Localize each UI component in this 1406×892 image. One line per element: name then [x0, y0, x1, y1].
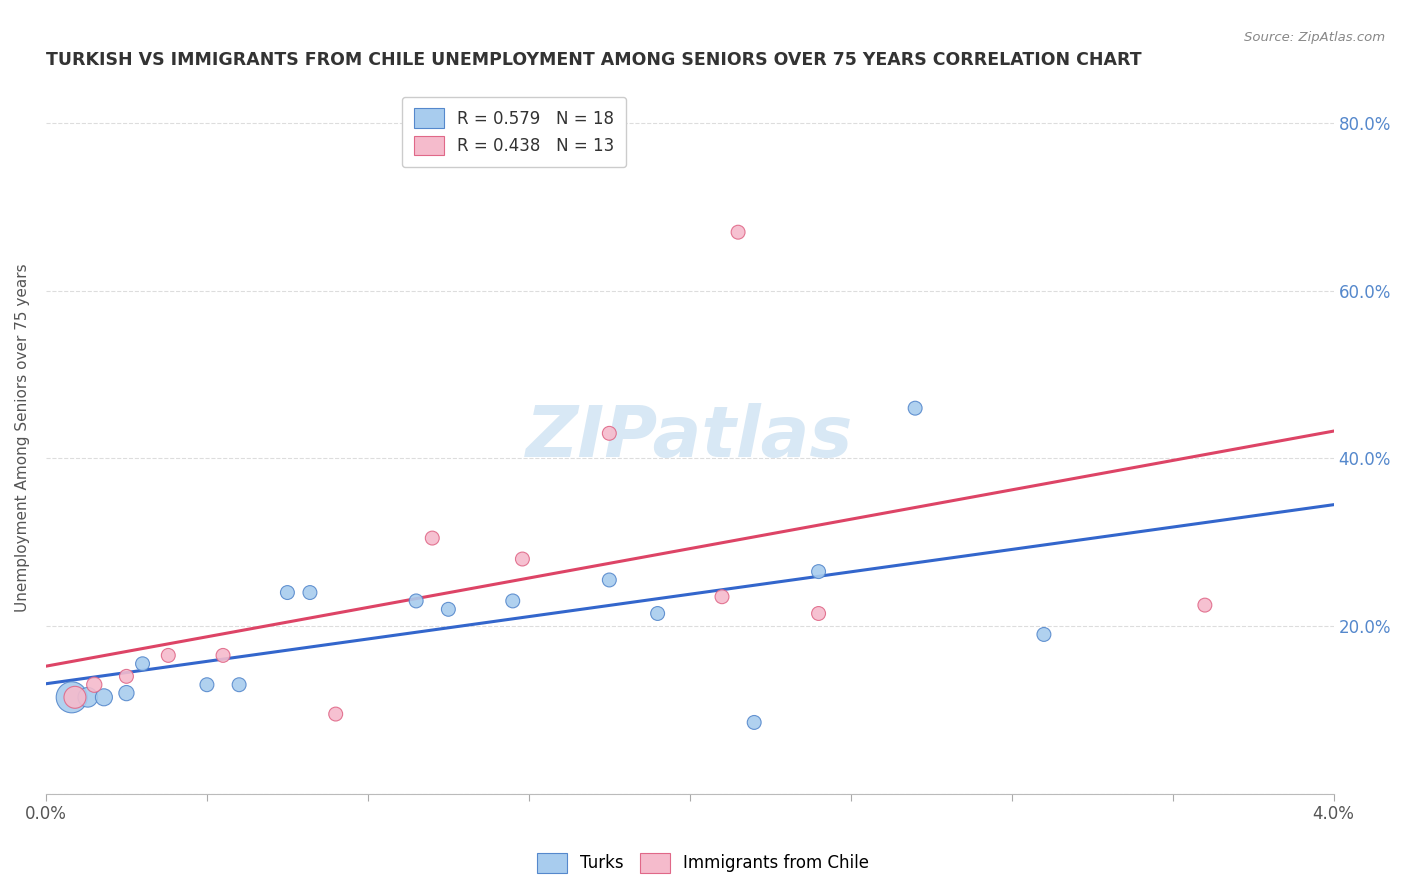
Point — [742, 715, 765, 730]
Point — [807, 565, 830, 579]
Point — [212, 648, 235, 663]
Point — [276, 585, 298, 599]
Point — [420, 531, 443, 545]
Point — [598, 573, 620, 587]
Point — [228, 678, 250, 692]
Point — [76, 690, 98, 705]
Point — [647, 607, 669, 621]
Point — [512, 552, 534, 566]
Point — [131, 657, 153, 671]
Point — [298, 585, 321, 599]
Point — [1032, 627, 1054, 641]
Point — [60, 690, 83, 705]
Point — [502, 594, 524, 608]
Point — [807, 607, 830, 621]
Point — [904, 401, 927, 416]
Point — [195, 678, 218, 692]
Point — [83, 678, 105, 692]
Text: Source: ZipAtlas.com: Source: ZipAtlas.com — [1244, 31, 1385, 45]
Point — [727, 225, 749, 239]
Point — [325, 707, 347, 722]
Point — [93, 690, 115, 705]
Point — [405, 594, 427, 608]
Legend: Turks, Immigrants from Chile: Turks, Immigrants from Chile — [530, 847, 876, 880]
Point — [1194, 598, 1216, 612]
Point — [115, 669, 138, 683]
Point — [157, 648, 180, 663]
Point — [115, 686, 138, 700]
Text: ZIPatlas: ZIPatlas — [526, 403, 853, 472]
Point — [63, 690, 86, 705]
Text: TURKISH VS IMMIGRANTS FROM CHILE UNEMPLOYMENT AMONG SENIORS OVER 75 YEARS CORREL: TURKISH VS IMMIGRANTS FROM CHILE UNEMPLO… — [46, 51, 1142, 69]
Point — [598, 426, 620, 441]
Y-axis label: Unemployment Among Seniors over 75 years: Unemployment Among Seniors over 75 years — [15, 263, 30, 612]
Point — [437, 602, 460, 616]
Legend: R = 0.579   N = 18, R = 0.438   N = 13: R = 0.579 N = 18, R = 0.438 N = 13 — [402, 97, 626, 167]
Point — [711, 590, 734, 604]
